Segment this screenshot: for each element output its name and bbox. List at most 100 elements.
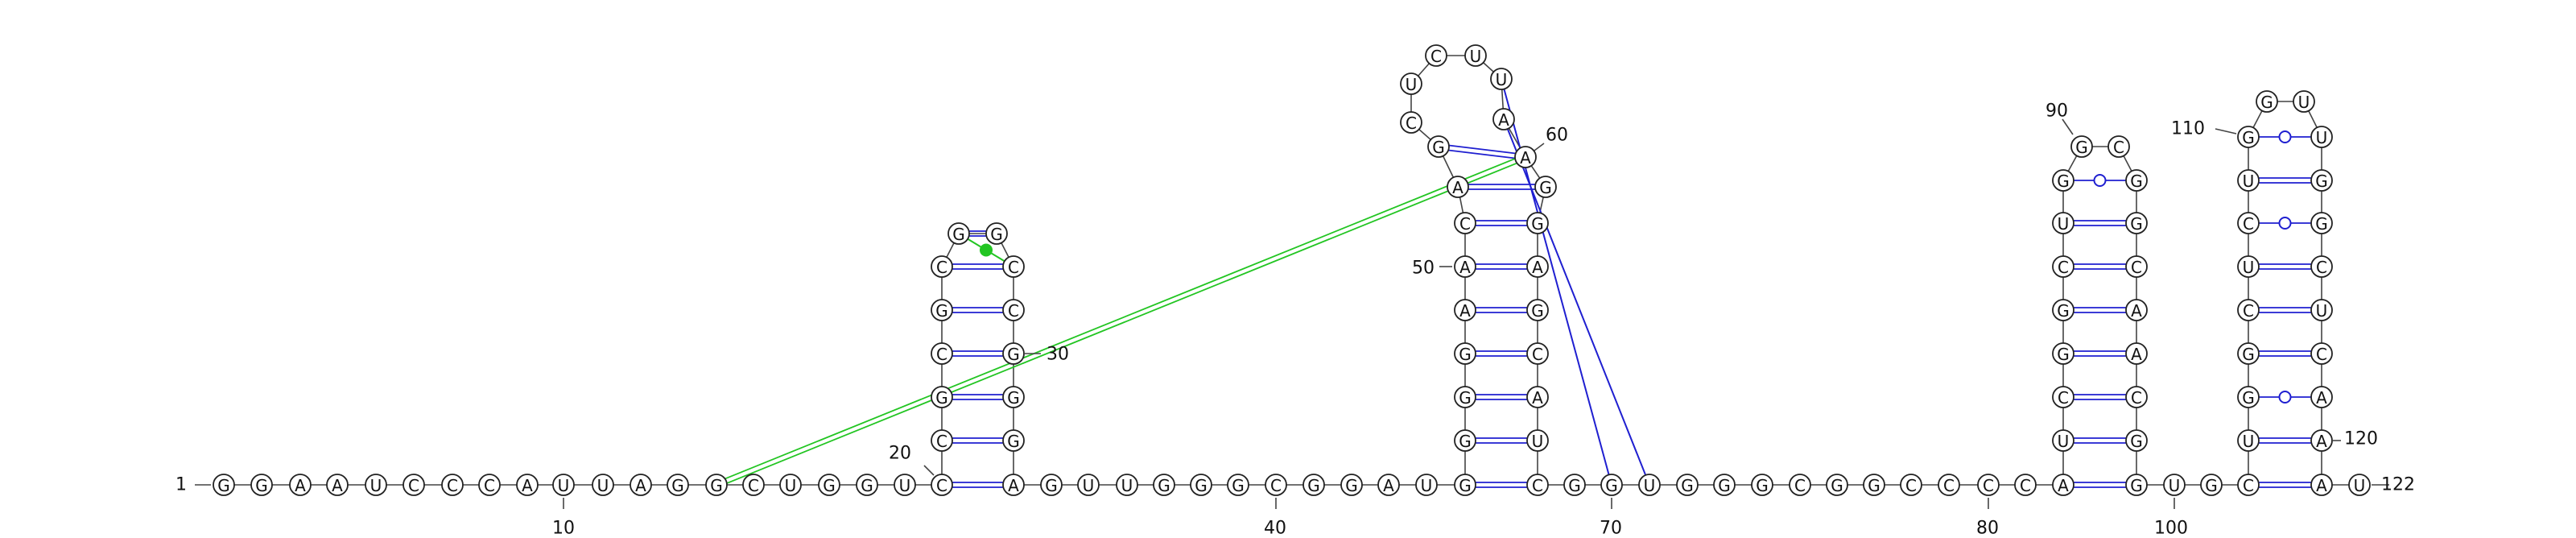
nucleotide-circle: [365, 474, 387, 496]
nucleotide-letter: G: [1531, 214, 1544, 234]
nucleotide-circle: [1526, 255, 1549, 278]
nucleotide: C: [2237, 299, 2260, 321]
nucleotide-letter: G: [1681, 476, 1694, 495]
nucleotide: G: [856, 474, 878, 496]
nucleotide: U: [592, 474, 614, 496]
nucleotide-circle: [1526, 429, 1549, 452]
nucleotide-letter: C: [2113, 138, 2124, 157]
nucleotide-circle: [2070, 135, 2093, 158]
nucleotide-circle: [1492, 108, 1515, 130]
nucleotide-letter: C: [2131, 388, 2142, 408]
nucleotide-circle: [931, 255, 953, 278]
nucleotide-letter: C: [408, 476, 419, 495]
nucleotide: U: [1464, 44, 1487, 67]
nucleotide: C: [2125, 386, 2148, 408]
nucleotide: A: [1514, 146, 1537, 168]
nucleotide: U: [2052, 429, 2074, 452]
nucleotide-circle: [1526, 474, 1549, 496]
nucleotide-circle: [1454, 299, 1476, 321]
nucleotide-circle: [2125, 169, 2148, 192]
nucleotide-circle: [667, 474, 689, 496]
nucleotide-circle: [1153, 474, 1175, 496]
nucleotide-letter: A: [1459, 258, 1471, 277]
nucleotide: G: [1227, 474, 1249, 496]
nucleotide-circle: [1302, 474, 1325, 496]
nucleotide: G: [2052, 342, 2074, 365]
nucleotide-circle: [1454, 342, 1476, 365]
nucleotide-letter: U: [1421, 476, 1433, 495]
nucleotide: G: [1302, 474, 1325, 496]
nucleotide: A: [1454, 255, 1476, 278]
nucleotide-circle: [1340, 474, 1363, 496]
nucleotide: U: [2237, 255, 2260, 278]
nucleotide: C: [2310, 342, 2333, 365]
nucleotide-letter: U: [558, 476, 570, 495]
nucleotide: G: [1454, 429, 1476, 452]
nucleotide: C: [1265, 474, 1287, 496]
nucleotide: U: [2237, 429, 2260, 452]
nucleotide-letter: G: [1459, 476, 1472, 495]
nucleotide: G: [1526, 299, 1549, 321]
nucleotide-circle: [1526, 342, 1549, 365]
nucleotide-circle: [1977, 474, 2000, 496]
nucleotide-letter: C: [936, 476, 947, 495]
nucleotide-letter: U: [370, 476, 382, 495]
nucleotide: C: [2107, 135, 2130, 158]
nucleotide-circle: [931, 299, 953, 321]
nucleotide-circle: [1447, 176, 1469, 198]
nucleotide: G: [2125, 474, 2148, 496]
nucleotide-letter: U: [2316, 301, 2328, 321]
nucleotide-letter: C: [484, 476, 495, 495]
nucleotide-circle: [1900, 474, 1922, 496]
nucleotide-letter: A: [1452, 178, 1463, 197]
nucleotide-circle: [1526, 386, 1549, 408]
nucleotide-letter: A: [1532, 388, 1543, 408]
nucleotide-circle: [478, 474, 501, 496]
nucleotide-letter: U: [2243, 432, 2255, 451]
nucleotide-letter: G: [1007, 388, 1020, 408]
nucleotide-letter: G: [2075, 138, 2088, 157]
nucleotide-letter: U: [785, 476, 797, 495]
nucleotide-circle: [1454, 212, 1476, 234]
nucleotide-letter: G: [2315, 214, 2328, 234]
number-label-120: 120: [2344, 429, 2378, 449]
nucleotide-letter: G: [2057, 345, 2070, 364]
nucleotide-circle: [1002, 474, 1025, 496]
nucleotide: G: [213, 474, 235, 496]
nucleotide-circle: [1490, 68, 1513, 90]
nucleotide: G: [2052, 169, 2074, 192]
nucleotide-circle: [1190, 474, 1212, 496]
wobble-pair-marker: [2278, 130, 2292, 143]
nucleotide: C: [1977, 474, 2000, 496]
nucleotide-circle: [213, 474, 235, 496]
nucleotide-letter: G: [1756, 476, 1769, 495]
nucleotide-circle: [1600, 474, 1623, 496]
nucleotide-letter: C: [1983, 476, 1994, 495]
number-label-110: 110: [2171, 119, 2205, 139]
nucleotide-circle: [1563, 474, 1586, 496]
nucleotide: C: [1454, 212, 1476, 234]
nucleotide-letter: C: [1905, 476, 1917, 495]
nucleotide: A: [2052, 474, 2074, 496]
nucleotide-letter: G: [1195, 476, 1208, 495]
nucleotide: G: [1002, 386, 1025, 408]
nucleotide-letter: U: [1644, 476, 1656, 495]
nucleotide-circle: [2052, 169, 2074, 192]
nucleotide-letter: A: [332, 476, 343, 495]
nucleotide: U: [1526, 429, 1549, 452]
nucleotide: C: [931, 342, 953, 365]
nucleotide: G: [1340, 474, 1363, 496]
nucleotide-letter: G: [255, 476, 268, 495]
nucleotide: C: [1938, 474, 1960, 496]
nucleotide-letter: G: [2205, 476, 2218, 495]
nucleotide-circle: [2052, 429, 2074, 452]
nucleotide: U: [779, 474, 802, 496]
nucleotide-letter: G: [1007, 432, 1020, 451]
nucleotide: G: [2200, 474, 2223, 496]
nucleotide-letter: G: [1158, 476, 1170, 495]
nucleotide-circle: [1526, 299, 1549, 321]
nucleotide: U: [1415, 474, 1438, 496]
nucleotide-circle: [1002, 255, 1025, 278]
number-label-100: 100: [2154, 519, 2188, 538]
nucleotide-circle: [818, 474, 840, 496]
